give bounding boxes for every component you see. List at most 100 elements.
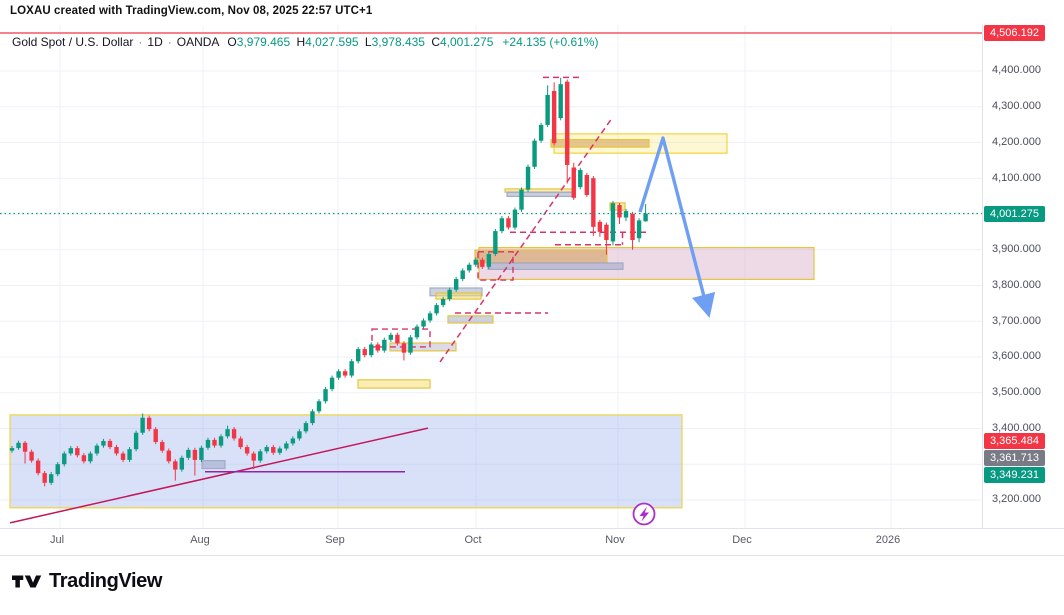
- candle: [630, 213, 635, 241]
- candle: [153, 429, 158, 443]
- drawing-lines[interactable]: [9, 76, 648, 524]
- interval-label[interactable]: 1D: [147, 35, 163, 49]
- watermark-text: LOXAU created with TradingView.com, Nov …: [10, 5, 373, 17]
- time-tick-label: Nov: [605, 534, 625, 546]
- lightning-icon[interactable]: [632, 502, 656, 526]
- lightning-bolt-glyph: [639, 506, 649, 522]
- candle: [408, 337, 413, 353]
- projection-arrow[interactable]: [638, 136, 716, 318]
- change-value: +24.135 (+0.61%): [502, 35, 599, 49]
- candle: [48, 474, 54, 483]
- zone-gray-d[interactable]: [201, 460, 226, 470]
- candle: [493, 231, 498, 254]
- candle: [277, 448, 283, 453]
- projection-arrow-line[interactable]: [638, 136, 716, 318]
- zone-yellow-b[interactable]: [357, 379, 431, 389]
- price-tick-label: 3,800.000: [992, 278, 1041, 291]
- candle: [297, 431, 302, 439]
- candle: [251, 453, 256, 461]
- candle: [610, 203, 616, 242]
- candle: [323, 389, 328, 402]
- zone-breaker-gray[interactable]: [506, 191, 575, 198]
- ohlc-item: O3,979.465: [227, 35, 291, 49]
- candle: [414, 326, 420, 338]
- candle: [22, 442, 28, 452]
- candle: [94, 445, 100, 454]
- price-badge: 3,365.484: [984, 432, 1045, 449]
- candle: [545, 94, 550, 125]
- candle: [329, 377, 335, 390]
- candle: [532, 140, 537, 167]
- trendline-magenta[interactable]: [9, 427, 429, 524]
- candle: [506, 218, 511, 228]
- candle: [597, 221, 603, 232]
- candle: [75, 448, 80, 456]
- candle: [643, 213, 648, 222]
- candle: [584, 174, 590, 196]
- price-badge: 4,001.275: [984, 205, 1045, 222]
- candle: [127, 449, 132, 460]
- candle: [88, 453, 93, 462]
- candle: [512, 209, 518, 228]
- symbol-legend[interactable]: Gold Spot / U.S. Dollar · 1D · OANDA O3,…: [12, 35, 598, 49]
- candle: [140, 417, 145, 433]
- candle: [636, 220, 642, 239]
- candle: [316, 401, 322, 412]
- candle: [382, 339, 387, 351]
- candle: [35, 460, 41, 474]
- time-axis[interactable]: Jul Aug Sep Oct Nov Dec 2026: [0, 528, 1064, 556]
- candle: [218, 436, 224, 446]
- price-badge: 3,361.713: [984, 449, 1045, 466]
- time-tick-label: Sep: [325, 534, 345, 546]
- price-tick-label: 3,900.000: [992, 243, 1041, 256]
- candle: [362, 349, 367, 356]
- price-tick-label: 3,200.000: [992, 493, 1041, 506]
- candle: [186, 449, 191, 458]
- candle: [355, 349, 361, 362]
- candle: [349, 361, 354, 376]
- candle: [538, 124, 544, 141]
- candle: [284, 443, 289, 449]
- candle: [336, 371, 341, 378]
- price-tick-label: 4,200.000: [992, 135, 1041, 148]
- price-badge: 4,506.192: [984, 25, 1045, 41]
- candle: [107, 440, 113, 448]
- symbol-name[interactable]: Gold Spot / U.S. Dollar: [12, 35, 134, 49]
- candle: [173, 461, 178, 470]
- separator: ·: [167, 35, 172, 49]
- zone-yellow-a[interactable]: [435, 292, 482, 300]
- candle: [290, 438, 296, 444]
- tradingview-logo-icon: [12, 575, 42, 588]
- candle: [192, 449, 198, 460]
- price-axis[interactable]: 4,400.000 4,300.000 4,200.000 4,100.000 3,90…: [982, 25, 1064, 554]
- candle: [617, 205, 622, 218]
- candle: [447, 289, 452, 300]
- dash-box-b[interactable]: [371, 328, 431, 348]
- candle: [303, 423, 309, 432]
- candle: [244, 447, 250, 454]
- candle: [453, 279, 459, 290]
- candle: [9, 448, 15, 451]
- dash-box-a[interactable]: [477, 251, 514, 281]
- candle: [81, 455, 87, 462]
- dash-diagonal[interactable]: [439, 117, 613, 363]
- candle: [519, 189, 524, 210]
- candle: [258, 451, 263, 461]
- candle: [238, 438, 243, 448]
- candle: [401, 343, 407, 353]
- candle: [212, 439, 217, 446]
- candle: [388, 334, 394, 340]
- price-lines: [0, 32, 982, 215]
- candle: [55, 464, 60, 475]
- zone-supply-zone-inner[interactable]: [550, 138, 650, 148]
- zone-demand-box-major[interactable]: [9, 414, 683, 509]
- candle: [205, 439, 211, 448]
- candle: [42, 473, 47, 483]
- candle: [68, 448, 73, 454]
- candle: [133, 432, 139, 450]
- time-tick-label: Jul: [49, 534, 65, 546]
- zone-supply-mid-gray[interactable]: [487, 262, 624, 270]
- price-tick-label: 3,600.000: [992, 350, 1041, 363]
- candle: [434, 305, 439, 314]
